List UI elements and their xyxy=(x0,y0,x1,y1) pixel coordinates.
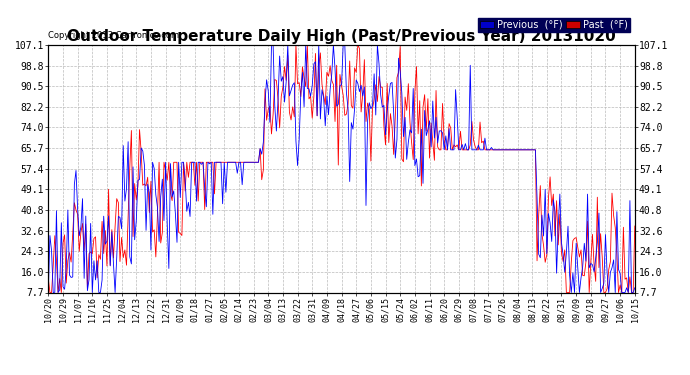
Legend: Previous  (°F), Past  (°F): Previous (°F), Past (°F) xyxy=(477,18,630,32)
Title: Outdoor Temperature Daily High (Past/Previous Year) 20131020: Outdoor Temperature Daily High (Past/Pre… xyxy=(67,29,616,44)
Text: Copyright 2013 Cartronics.com: Copyright 2013 Cartronics.com xyxy=(48,31,179,40)
